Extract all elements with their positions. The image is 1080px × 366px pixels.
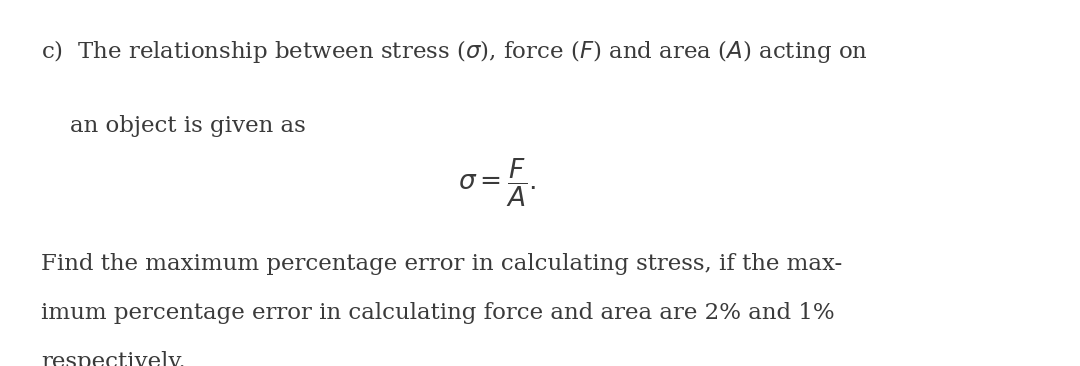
Text: Find the maximum percentage error in calculating stress, if the max-: Find the maximum percentage error in cal… [41, 253, 842, 274]
Text: c)  The relationship between stress ($\sigma$), force ($F$) and area ($A$) actin: c) The relationship between stress ($\si… [41, 38, 868, 66]
Text: imum percentage error in calculating force and area are 2% and 1%: imum percentage error in calculating for… [41, 302, 835, 324]
Text: $\sigma = \dfrac{F}{A}.$: $\sigma = \dfrac{F}{A}.$ [458, 157, 536, 209]
Text: an object is given as: an object is given as [41, 115, 306, 137]
Text: respectively.: respectively. [41, 351, 186, 366]
